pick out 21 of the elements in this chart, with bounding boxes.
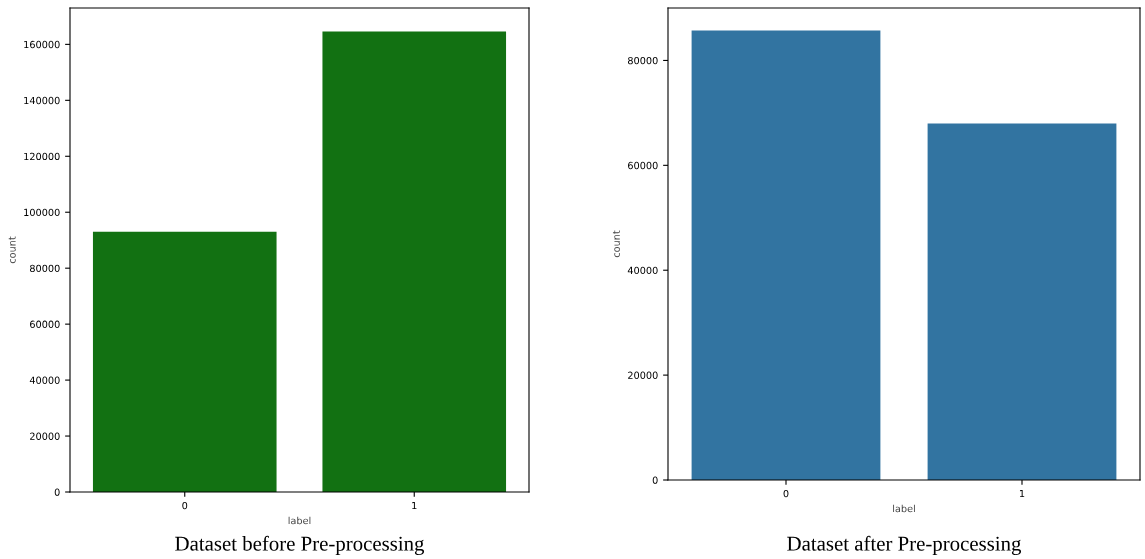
text: Dataset before Pre-processing [175, 535, 425, 555]
y-tick-label: 40000 [29, 376, 60, 384]
x-axis-title: label [288, 516, 311, 525]
y-tick-label: 80000 [30, 264, 60, 273]
y-tick-label: 20000 [628, 371, 658, 379]
x-tick-label: 1 [412, 502, 417, 510]
y-tick-label: 100000 [24, 208, 60, 217]
y-tick-label: 140000 [24, 96, 60, 105]
y-axis-title: count [8, 236, 16, 264]
y-tick-label: 160000 [24, 40, 60, 49]
y-tick-label: 0 [652, 476, 658, 484]
y-axis-title: count [612, 230, 620, 258]
y-tick-label: 40000 [627, 266, 658, 275]
y-tick-label: 20000 [30, 432, 60, 440]
x-axis-title: label [893, 504, 915, 513]
y-tick-label: 80000 [628, 56, 658, 65]
y-tick-label: 120000 [24, 152, 60, 161]
y-tick-label: 60000 [628, 161, 658, 170]
x-tick-label: 1 [1019, 490, 1025, 498]
y-tick-label: 60000 [30, 320, 60, 328]
text: Dataset after Pre-processing [787, 535, 1022, 555]
